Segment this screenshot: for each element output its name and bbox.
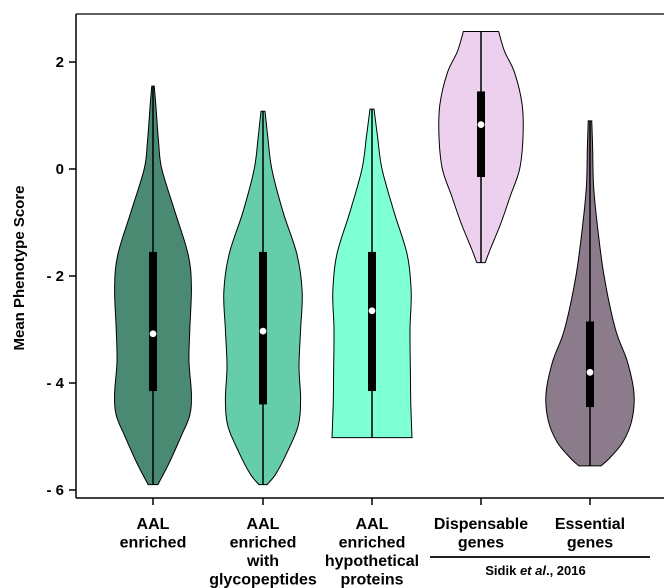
x-tick-label-line: glycopeptides [209, 572, 317, 588]
iqr-box [586, 321, 594, 408]
x-tick-label-line: proteins [340, 572, 403, 588]
x-tick-label-line: genes [567, 535, 613, 552]
annotation-text: Sidik et al., 2016 [485, 563, 585, 578]
violin-1 [114, 85, 192, 486]
iqr-box [149, 251, 157, 392]
x-tick-label-line: Dispensable [434, 516, 528, 533]
y-tick-label: 2 [56, 54, 64, 71]
x-tick-label: Essential genes [555, 516, 625, 552]
iqr-box [477, 91, 485, 178]
x-tick-label-line: AAL [247, 516, 280, 533]
y-axis-label: Mean Phenotype Score [11, 185, 28, 350]
median-point [477, 121, 485, 128]
x-tick-label-line: genes [458, 535, 504, 552]
violins-group [114, 31, 635, 486]
x-tick-label-line: enriched [230, 535, 297, 552]
violin-2 [223, 110, 303, 486]
x-tick-label-line: hypothetical [325, 553, 419, 570]
y-tick-label: - 2 [46, 268, 64, 285]
violin-5 [545, 120, 635, 467]
x-tick-label: AAL enriched with glycopeptides [209, 516, 317, 588]
median-point [586, 368, 594, 376]
x-tick-label-line: enriched [120, 535, 187, 552]
median-point [368, 307, 376, 315]
annotation-text-part: Sidik [485, 563, 520, 578]
median-point [149, 330, 157, 338]
iqr-box [368, 251, 376, 392]
annotation-text-italic: et al [520, 563, 546, 578]
x-tick-label-line: Essential [555, 516, 625, 533]
violin-3 [331, 108, 413, 439]
y-tick-label: 0 [56, 161, 64, 178]
x-tick-label-line: AAL [137, 516, 170, 533]
x-tick-label: AAL enriched hypothetical proteins [325, 516, 419, 588]
y-ticks-group: 2 0 - 2 - 4 - 6 [46, 54, 76, 499]
x-tick-label: AAL enriched [120, 516, 187, 552]
x-tick-label-line: with [246, 553, 279, 570]
x-tick-label-line: enriched [339, 535, 406, 552]
annotation-group: Sidik et al., 2016 [430, 556, 650, 578]
median-point [259, 327, 267, 335]
x-tick-label: Dispensable genes [434, 516, 528, 552]
annotation-text-part: ., 2016 [546, 563, 586, 578]
y-tick-label: - 6 [46, 482, 64, 499]
y-tick-label: - 4 [46, 375, 64, 392]
x-tick-label-line: AAL [356, 516, 389, 533]
violin-4 [438, 31, 524, 264]
